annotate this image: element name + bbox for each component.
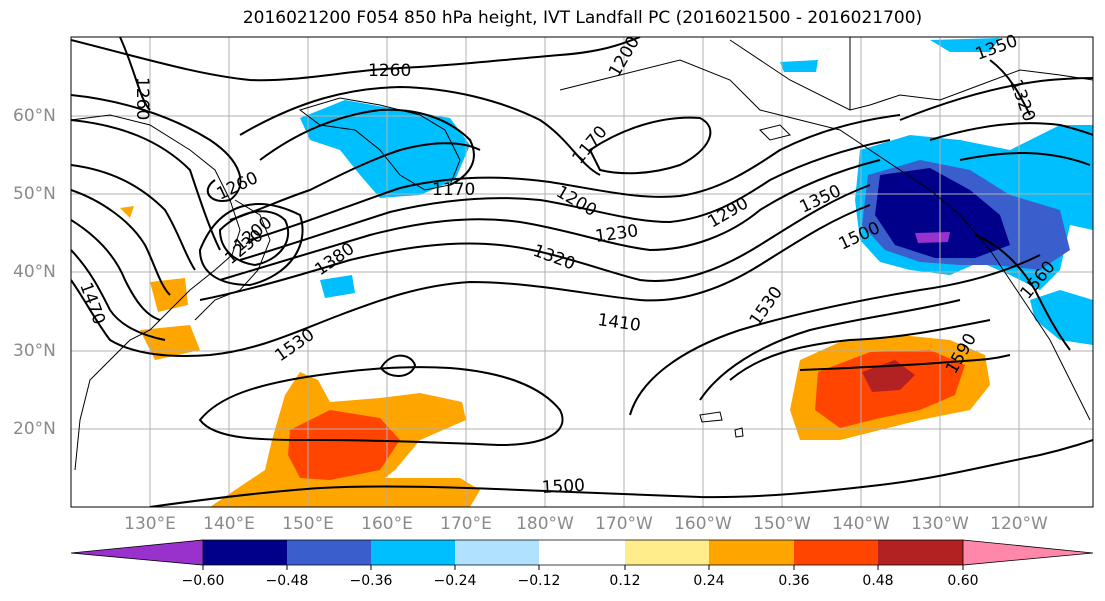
- colorbar-tick-label: −0.60: [181, 573, 225, 589]
- lon-label: 150°E: [282, 514, 334, 534]
- colorbar-tick-label: 0.24: [693, 573, 725, 589]
- lon-label: 140°W: [832, 514, 890, 534]
- map-frame: [70, 36, 1094, 508]
- lon-label: 130°W: [911, 514, 969, 534]
- contour-label: 1470: [75, 280, 109, 327]
- lon-label: 170°E: [440, 514, 492, 534]
- contour-label: 1260: [368, 61, 411, 81]
- colorbar-bin: [203, 540, 287, 565]
- colorbar-tick-label: −0.36: [349, 573, 393, 589]
- colorbar-bin: [539, 540, 625, 565]
- colorbar-bin: [794, 540, 878, 565]
- contour-label: 1530: [746, 283, 787, 330]
- map-title: 2016021200 F054 850 hPa height, IVT Land…: [242, 8, 923, 28]
- contour-label: 1260: [214, 168, 262, 204]
- colorbar-tick-label: 0.12: [609, 573, 641, 589]
- lat-label: 50°N: [13, 184, 56, 204]
- colorbar-extend-high: [962, 539, 1094, 566]
- contour-label: 1200: [553, 182, 600, 221]
- lon-label: 150°W: [753, 514, 811, 534]
- lon-label: 140°E: [203, 514, 255, 534]
- colorbar-tick-label: 0.60: [947, 573, 979, 589]
- colorbar-tick-label: 0.48: [862, 573, 894, 589]
- lat-label: 20°N: [13, 419, 56, 439]
- contour-label: 1200: [605, 33, 644, 80]
- contour-label: 1260: [132, 77, 152, 120]
- lon-label: 170°W: [595, 514, 653, 534]
- lat-label: 30°N: [13, 341, 56, 361]
- colorbar-bin: [709, 540, 794, 565]
- lon-label: 120°W: [990, 514, 1048, 534]
- lon-label: 160°E: [361, 514, 413, 534]
- contour-label: 1530: [271, 325, 318, 366]
- lat-label: 60°N: [13, 106, 56, 126]
- colorbar-tick-label: −0.12: [517, 573, 561, 589]
- colorbar-bin: [287, 540, 371, 565]
- contour-label: 1230: [594, 221, 640, 247]
- lon-label: 130°E: [124, 514, 176, 534]
- colorbar-tick-label: −0.48: [265, 573, 309, 589]
- colorbar-bin: [371, 540, 455, 565]
- contour-label: 1290: [705, 193, 752, 232]
- contour-label: 1500: [541, 476, 585, 498]
- colorbar-tick-label: 0.36: [778, 573, 810, 589]
- colorbar-bin: [878, 540, 963, 565]
- graticule: [71, 37, 1093, 507]
- contour-label: 1170: [569, 122, 612, 168]
- contour-label: 1410: [596, 310, 642, 336]
- colorbar: [70, 539, 1094, 570]
- lon-label: 160°W: [674, 514, 732, 534]
- colorbar-extend-low: [70, 539, 204, 566]
- contour-label: 1320: [1005, 77, 1039, 124]
- lat-label: 40°N: [13, 262, 56, 282]
- lon-label: 180°W: [516, 514, 574, 534]
- contour-label: 1170: [432, 180, 475, 200]
- colorbar-bin: [455, 540, 539, 565]
- colorbar-tick-label: −0.24: [433, 573, 477, 589]
- height-contours: [71, 37, 1093, 507]
- contour-label: 1320: [530, 241, 577, 275]
- colorbar-bin: [625, 540, 709, 565]
- contour-label: 1350: [973, 31, 1020, 65]
- ivt-negative-north: [300, 100, 470, 198]
